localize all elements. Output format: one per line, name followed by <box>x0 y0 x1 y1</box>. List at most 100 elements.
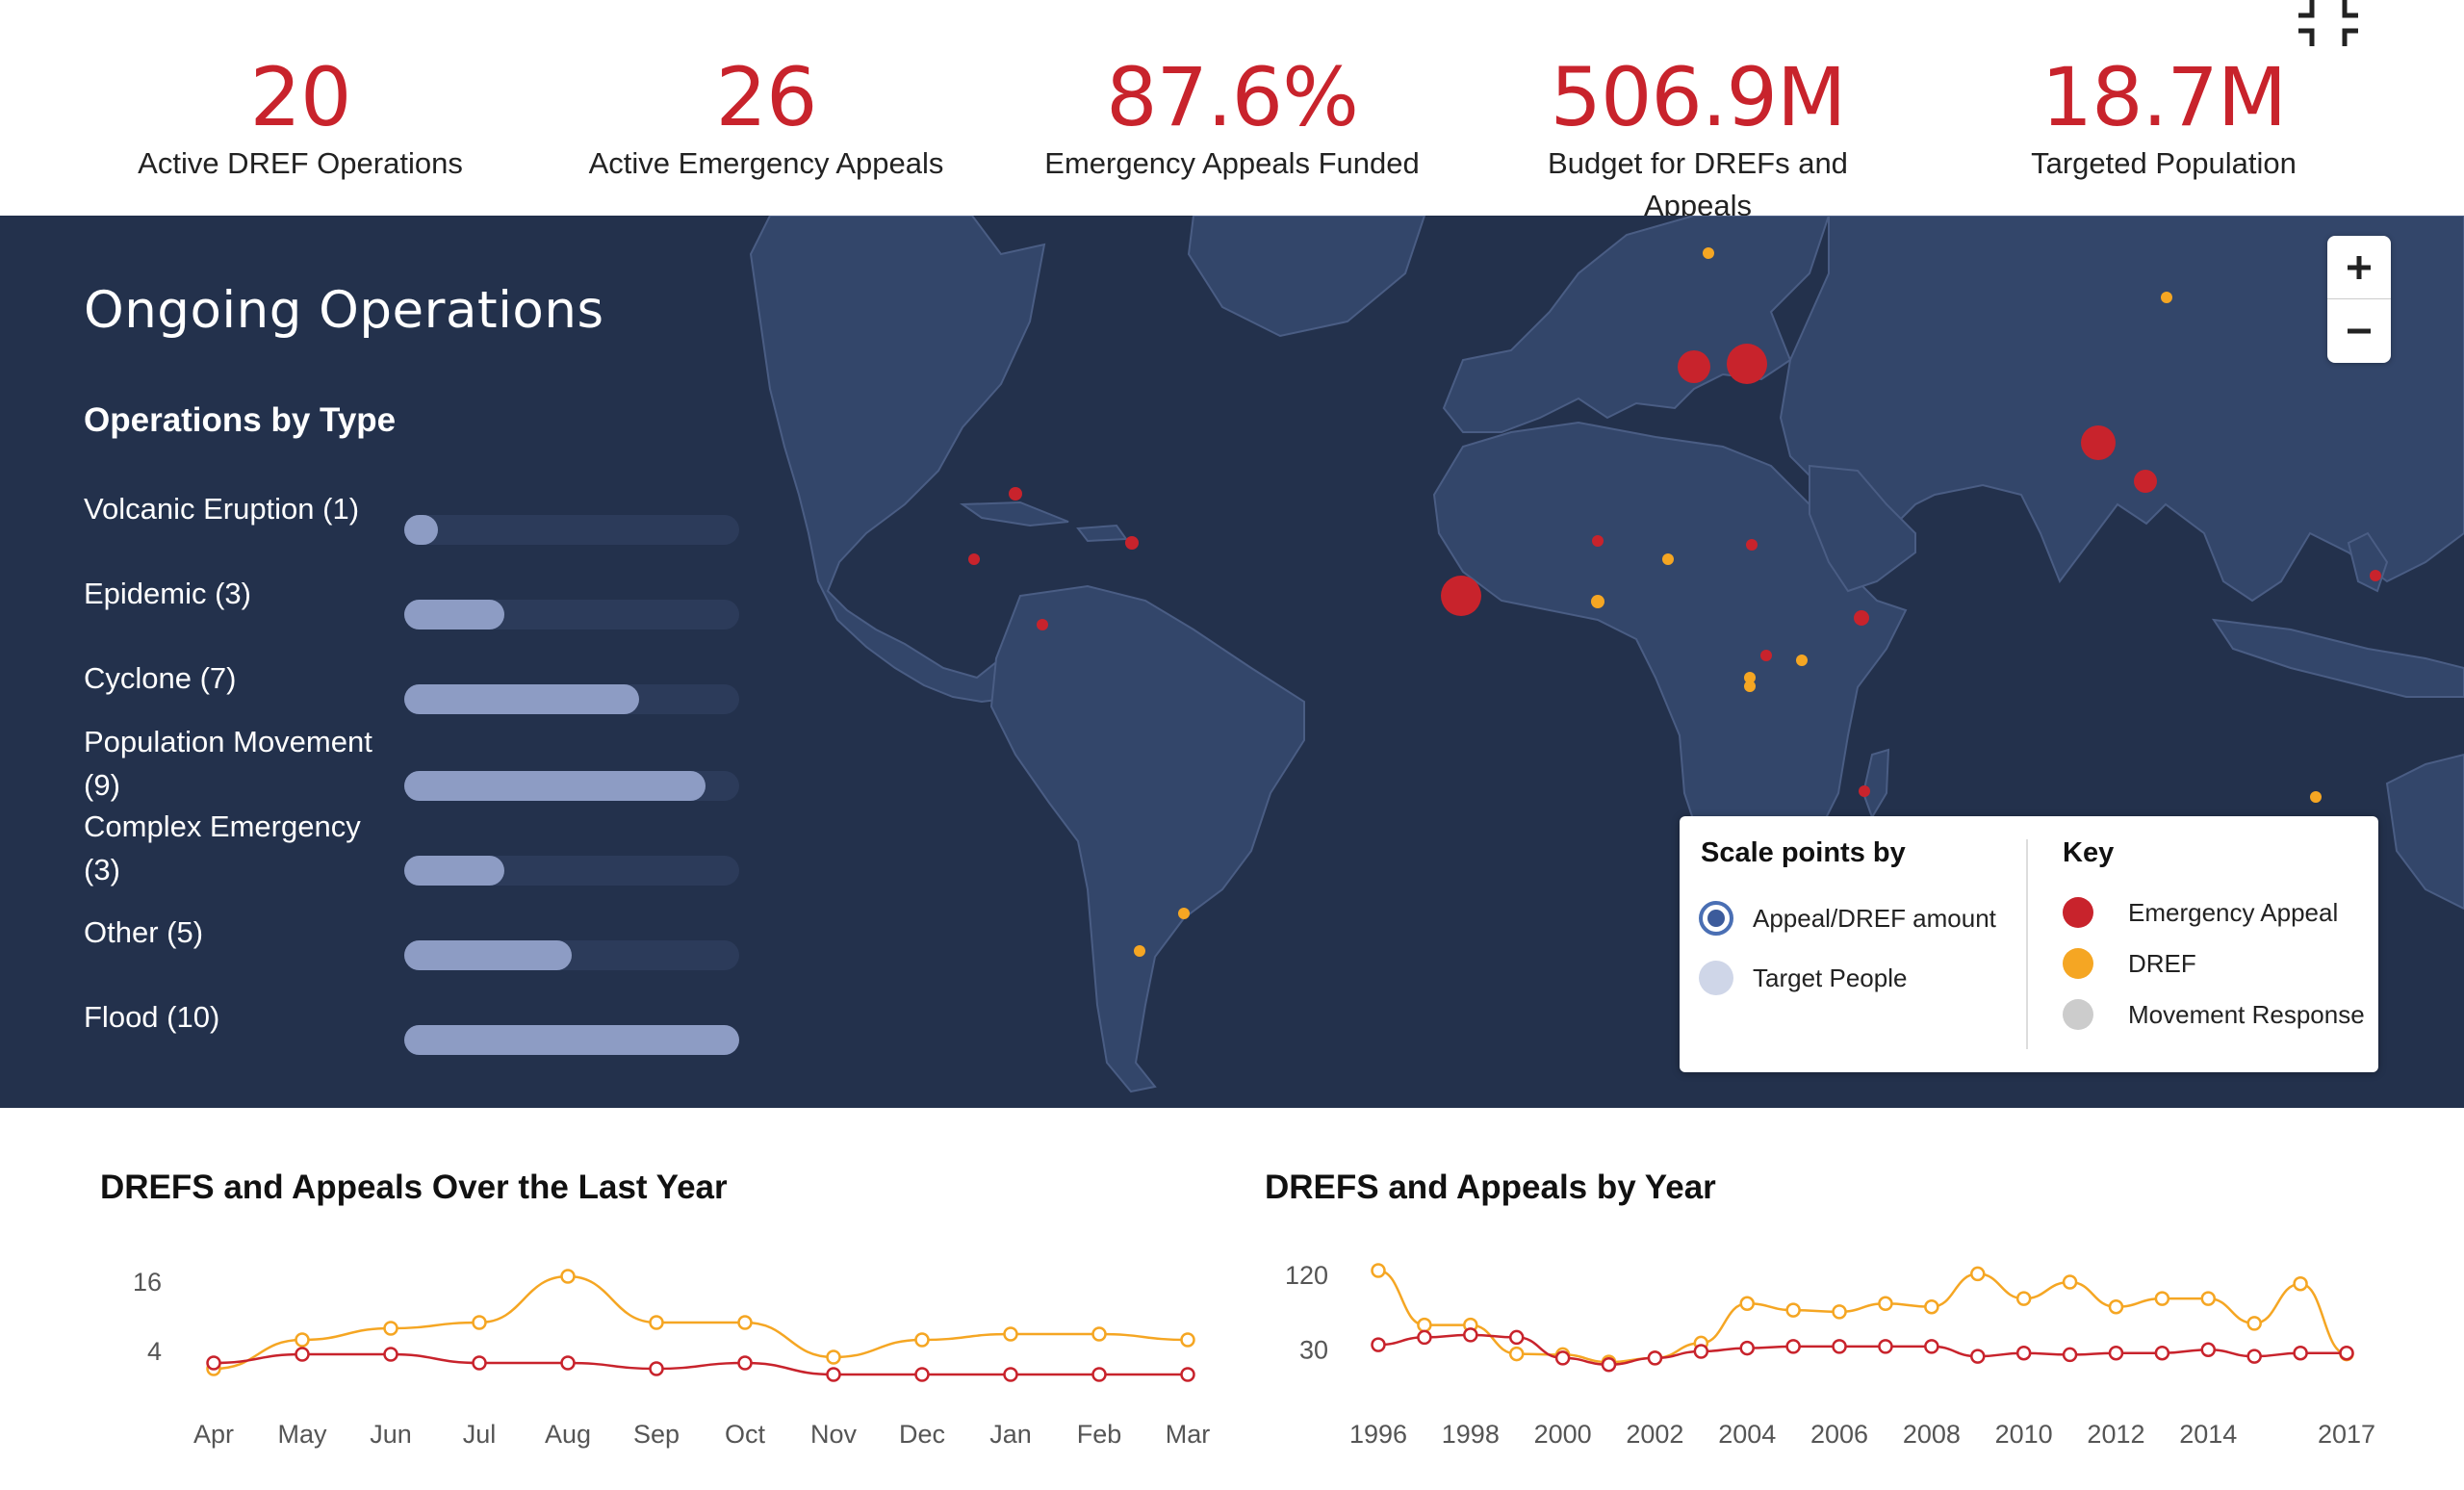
appeal-point[interactable] <box>1760 650 1772 661</box>
data-point[interactable] <box>1180 1332 1195 1348</box>
data-point[interactable] <box>1785 1339 1801 1354</box>
data-point[interactable] <box>2062 1274 2078 1290</box>
data-point[interactable] <box>1647 1350 1663 1366</box>
data-point[interactable] <box>2246 1349 2262 1364</box>
data-point[interactable] <box>206 1355 221 1371</box>
data-point[interactable] <box>1693 1344 1709 1359</box>
data-point[interactable] <box>649 1361 664 1376</box>
data-point[interactable] <box>1924 1298 1939 1315</box>
data-point[interactable] <box>1003 1367 1018 1382</box>
data-point[interactable] <box>2200 1291 2217 1306</box>
data-point[interactable] <box>1463 1327 1478 1343</box>
zoom-in-button[interactable] <box>2327 236 2391 299</box>
data-point[interactable] <box>560 1355 576 1371</box>
appeal-point[interactable] <box>1727 344 1767 384</box>
data-point[interactable] <box>1601 1356 1617 1373</box>
data-point[interactable] <box>737 1355 753 1371</box>
appeal-point[interactable] <box>1678 350 1710 383</box>
data-point[interactable] <box>2293 1275 2308 1292</box>
data-point[interactable] <box>2062 1347 2078 1363</box>
data-point[interactable] <box>295 1347 310 1362</box>
data-point[interactable] <box>1832 1304 1847 1320</box>
data-point[interactable] <box>383 1347 398 1362</box>
data-point[interactable] <box>1508 1329 1525 1346</box>
world-map[interactable] <box>0 216 2464 1108</box>
appeal-point[interactable] <box>2081 425 2116 460</box>
data-point[interactable] <box>914 1332 930 1348</box>
data-point[interactable] <box>472 1315 487 1330</box>
data-point[interactable] <box>1924 1339 1939 1354</box>
operation-type-row[interactable]: Epidemic (3) <box>84 572 739 649</box>
operation-type-row[interactable]: Cyclone (7) <box>84 656 739 733</box>
data-point[interactable] <box>914 1367 930 1382</box>
operation-type-row[interactable]: Flood (10) <box>84 995 739 1072</box>
data-point[interactable] <box>295 1332 310 1348</box>
appeal-point[interactable] <box>1125 536 1139 550</box>
scale-option-appeal-amount[interactable]: Appeal/DREF amount <box>1699 899 1996 938</box>
operation-type-row[interactable]: Volcanic Eruption (1) <box>84 487 739 564</box>
data-point[interactable] <box>472 1355 487 1371</box>
collapse-fullscreen-icon[interactable] <box>2298 0 2358 46</box>
data-point[interactable] <box>1091 1367 1107 1382</box>
appeal-point[interactable] <box>1859 785 1870 797</box>
appeal-point[interactable] <box>1037 619 1048 630</box>
data-point[interactable] <box>1003 1326 1018 1342</box>
dref-point[interactable] <box>1744 672 1756 683</box>
appeal-point[interactable] <box>2134 470 2157 493</box>
operation-type-row[interactable]: Population Movement (9) <box>84 720 739 802</box>
data-point[interactable] <box>1878 1339 1893 1354</box>
data-point[interactable] <box>2154 1291 2170 1306</box>
operation-type-row[interactable]: Other (5) <box>84 911 739 988</box>
data-point[interactable] <box>1417 1329 1432 1346</box>
data-point[interactable] <box>1417 1317 1432 1333</box>
dref-point[interactable] <box>1662 553 1674 565</box>
appeal-point[interactable] <box>1854 610 1869 626</box>
dref-point[interactable] <box>1796 655 1808 666</box>
dref-point[interactable] <box>2310 791 2322 803</box>
data-point[interactable] <box>1180 1367 1195 1382</box>
data-point[interactable] <box>1554 1350 1571 1366</box>
data-point[interactable] <box>737 1315 753 1330</box>
data-point[interactable] <box>2246 1316 2262 1331</box>
data-point[interactable] <box>1371 1263 1386 1278</box>
radio-selected-icon[interactable] <box>1699 901 1733 936</box>
data-point[interactable] <box>1785 1302 1801 1318</box>
appeal-point[interactable] <box>1441 576 1481 616</box>
data-point[interactable] <box>649 1315 664 1330</box>
dref-point[interactable] <box>1591 595 1604 608</box>
zoom-out-button[interactable] <box>2327 299 2391 363</box>
data-point[interactable] <box>826 1349 841 1365</box>
data-point[interactable] <box>1371 1337 1386 1352</box>
data-point[interactable] <box>1970 1266 1986 1282</box>
dref-point[interactable] <box>1134 945 1145 957</box>
data-point[interactable] <box>2339 1345 2354 1361</box>
appeal-point[interactable] <box>968 553 980 565</box>
data-point[interactable] <box>2200 1342 2217 1358</box>
data-point[interactable] <box>1878 1296 1893 1312</box>
operation-type-row[interactable]: Complex Emergency (3) <box>84 805 739 886</box>
data-point[interactable] <box>2108 1298 2124 1315</box>
dref-point[interactable] <box>1703 247 1714 259</box>
dref-point[interactable] <box>1744 681 1756 692</box>
data-point[interactable] <box>1739 1340 1755 1356</box>
data-point[interactable] <box>826 1367 841 1382</box>
dref-point[interactable] <box>2161 292 2172 303</box>
radio-unselected-icon[interactable] <box>1699 961 1733 995</box>
data-point[interactable] <box>2015 1345 2032 1361</box>
data-point[interactable] <box>2015 1291 2032 1306</box>
data-point[interactable] <box>383 1321 398 1336</box>
data-point[interactable] <box>1091 1326 1107 1342</box>
appeal-point[interactable] <box>1009 487 1022 501</box>
scale-option-target-people[interactable]: Target People <box>1699 959 1907 997</box>
data-point[interactable] <box>2293 1345 2308 1361</box>
appeal-point[interactable] <box>2370 570 2381 581</box>
data-point[interactable] <box>2108 1345 2124 1361</box>
data-point[interactable] <box>1832 1339 1847 1354</box>
data-point[interactable] <box>1970 1349 1986 1364</box>
data-point[interactable] <box>2154 1345 2170 1361</box>
data-point[interactable] <box>1739 1296 1755 1312</box>
dref-point[interactable] <box>1178 908 1190 919</box>
data-point[interactable] <box>560 1269 576 1284</box>
data-point[interactable] <box>1508 1346 1525 1362</box>
appeal-point[interactable] <box>1592 535 1604 547</box>
